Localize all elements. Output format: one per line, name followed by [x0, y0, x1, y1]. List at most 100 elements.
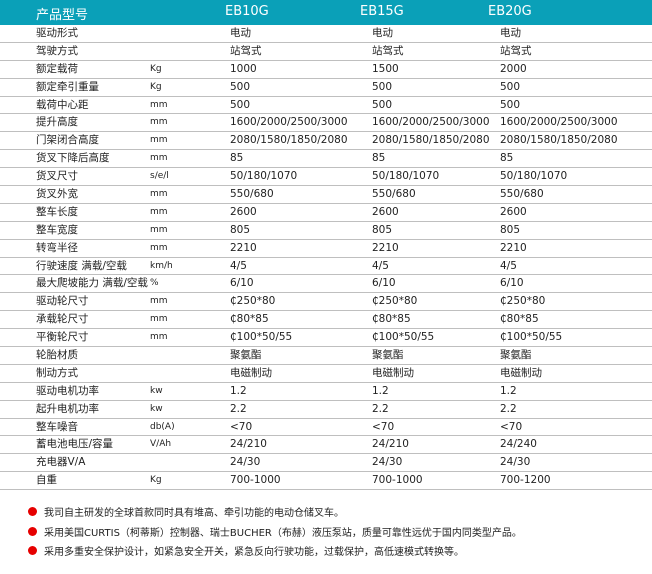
value-eb10g: 1.2 — [230, 384, 247, 397]
value-eb15g: 2080/1580/1850/2080 — [372, 134, 490, 147]
row-unit: mm — [150, 153, 168, 164]
value-eb15g: 聚氨酯 — [372, 349, 404, 362]
value-eb20g: 550/680 — [500, 188, 544, 201]
row-label: 驱动形式 — [36, 27, 78, 39]
table-row: 额定载荷 Kg 1000 1500 2000 — [0, 61, 652, 79]
value-eb10g: 805 — [230, 223, 251, 236]
table-row: 货叉尺寸 s/e/l 50/180/1070 50/180/1070 50/180/10… — [0, 168, 652, 187]
row-label: 整车长度 — [36, 205, 78, 218]
value-eb20g: 2080/1580/1850/2080 — [500, 134, 618, 147]
row-unit: mm — [150, 135, 168, 146]
table-row: 整车宽度 mm 805 805 805 — [0, 222, 652, 240]
row-label: 最大爬坡能力 满载/空载 — [36, 277, 148, 290]
row-unit: kw — [150, 385, 163, 396]
value-eb20g: 500 — [500, 98, 521, 111]
value-eb15g: 24/30 — [372, 456, 403, 469]
value-eb20g: 2210 — [500, 241, 527, 254]
row-unit: kw — [150, 403, 163, 414]
value-eb20g: 50/180/1070 — [500, 170, 568, 183]
row-unit: mm — [150, 189, 168, 200]
value-eb20g: 6/10 — [500, 277, 524, 290]
row-unit: mm — [150, 314, 168, 325]
value-eb20g: 805 — [500, 223, 521, 236]
value-eb20g: 24/240 — [500, 438, 537, 451]
table-row: 承载轮尺寸 mm ₵80*85 ₵80*85 ₵80*85 — [0, 311, 652, 330]
row-unit: db(A) — [150, 421, 175, 432]
note-item: 采用美国CURTIS（柯蒂斯）控制器、瑞士BUCHER（布赫）液压泵站，质量可靠… — [28, 522, 522, 542]
value-eb20g: 1600/2000/2500/3000 — [500, 116, 618, 129]
value-eb15g: 550/680 — [372, 188, 416, 201]
value-eb20g: 2000 — [500, 62, 527, 75]
header-model-eb15g: EB15G — [360, 4, 404, 19]
row-unit: mm — [150, 117, 168, 128]
value-eb20g: 2600 — [500, 205, 527, 218]
table-row: 额定牵引重量 Kg 500 500 500 — [0, 79, 652, 97]
table-row: 最大爬坡能力 满载/空载% 6/10 6/10 6/10 — [0, 275, 652, 294]
value-eb20g: 85 — [500, 152, 514, 165]
row-label: 转弯半径 — [36, 241, 78, 254]
value-eb10g: <70 — [230, 420, 253, 433]
value-eb10g: 500 — [230, 98, 251, 111]
header-label: 产品型号 — [36, 8, 89, 23]
value-eb15g: 50/180/1070 — [372, 170, 440, 183]
value-eb15g: 电磁制动 — [372, 366, 414, 379]
value-eb15g: 电动 — [372, 27, 393, 39]
value-eb20g: 电磁制动 — [500, 366, 542, 379]
note-item: 采用多重安全保护设计，如紧急安全开关，紧急反向行驶功能，过载保护，高低速模式转换… — [28, 541, 522, 561]
row-unit: % — [150, 278, 159, 289]
value-eb20g: 站驾式 — [500, 44, 532, 57]
value-eb10g: 50/180/1070 — [230, 170, 298, 183]
table-row: 起升电机功率 kw 2.2 2.2 2.2 — [0, 401, 652, 419]
row-label: 驾驶方式 — [36, 44, 78, 57]
row-unit: mm — [150, 296, 168, 307]
spec-table: 驱动形式 电动 电动 电动 驾驶方式 站驾式 站驾式 站驾式 额定载荷 Kg 1000 1500 200… — [0, 25, 652, 491]
header-model-eb20g: EB20G — [488, 4, 532, 19]
row-label: 门架闭合高度 — [36, 134, 99, 147]
row-unit: km/h — [150, 260, 173, 271]
table-row: 货叉外宽 mm 550/680 550/680 550/680 — [0, 186, 652, 204]
value-eb15g: 1.2 — [372, 384, 389, 397]
row-unit: mm — [150, 206, 168, 217]
table-row: 转弯半径 mm 2210 2210 2210 — [0, 240, 652, 258]
value-eb10g: ₵80*85 — [230, 313, 269, 326]
value-eb10g: 6/10 — [230, 277, 254, 290]
value-eb10g: 24/210 — [230, 438, 267, 451]
note-text: 采用多重安全保护设计，如紧急安全开关，紧急反向行驶功能，过载保护，高低速模式转换… — [44, 547, 464, 559]
row-unit: s/e/l — [150, 171, 169, 182]
value-eb10g: ₵250*80 — [230, 295, 276, 308]
value-eb15g: 700-1000 — [372, 474, 423, 487]
table-row: 制动方式 电磁制动 电磁制动 电磁制动 — [0, 365, 652, 383]
table-row: 整车长度 mm 2600 2600 2600 — [0, 204, 652, 222]
table-row: 提升高度 mm 1600/2000/2500/3000 1600/2000/2500/… — [0, 114, 652, 133]
table-row: 门架闭合高度 mm 2080/1580/1850/2080 2080/1580/185… — [0, 132, 652, 151]
value-eb15g: 500 — [372, 80, 393, 93]
value-eb20g: ₵100*50/55 — [500, 331, 563, 344]
value-eb10g: 2.2 — [230, 402, 247, 415]
value-eb15g: 6/10 — [372, 277, 396, 290]
row-label: 制动方式 — [36, 366, 78, 379]
value-eb10g: 2210 — [230, 241, 257, 254]
value-eb20g: ₵80*85 — [500, 313, 539, 326]
value-eb15g: 805 — [372, 223, 393, 236]
value-eb20g: ₵250*80 — [500, 295, 546, 308]
note-item: 我司自主研发的全球首款同时具有堆高、牵引功能的电动仓储叉车。 — [28, 502, 522, 522]
value-eb20g: 2.2 — [500, 402, 517, 415]
value-eb10g: 700-1000 — [230, 474, 281, 487]
value-eb10g: 2600 — [230, 205, 257, 218]
value-eb15g: 1600/2000/2500/3000 — [372, 116, 490, 129]
note-text: 我司自主研发的全球首款同时具有堆高、牵引功能的电动仓储叉车。 — [44, 508, 344, 520]
value-eb15g: ₵100*50/55 — [372, 331, 435, 344]
bullet-icon — [28, 507, 37, 517]
row-unit: mm — [150, 332, 168, 343]
value-eb20g: 700-1200 — [500, 474, 551, 487]
value-eb20g: 1.2 — [500, 384, 517, 397]
row-label: 轮胎材质 — [36, 349, 78, 362]
value-eb15g: 500 — [372, 98, 393, 111]
row-unit: mm — [150, 224, 168, 235]
table-row: 充电器V/A 24/30 24/30 24/30 — [0, 454, 652, 473]
value-eb10g: 500 — [230, 80, 251, 93]
row-label: 平衡轮尺寸 — [36, 331, 89, 344]
row-label: 充电器V/A — [36, 456, 86, 469]
row-label: 驱动电机功率 — [36, 384, 99, 397]
value-eb15g: 24/210 — [372, 438, 409, 451]
